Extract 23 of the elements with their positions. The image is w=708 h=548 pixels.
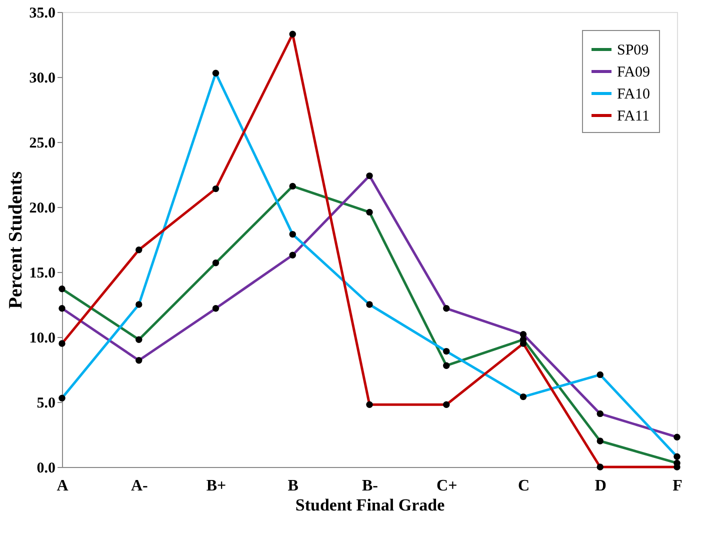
- y-tick-label: 30.0: [29, 70, 56, 86]
- y-axis-title: Percent Students: [5, 171, 26, 309]
- y-tick-label: 10.0: [29, 330, 56, 346]
- y-tick-label: 20.0: [29, 200, 56, 216]
- y-tick-label: 25.0: [29, 136, 56, 152]
- x-tick-label: D: [594, 478, 606, 494]
- legend-label: FA09: [617, 64, 650, 80]
- y-tick-label: 0.0: [36, 460, 56, 476]
- x-tick-label: B: [288, 478, 299, 494]
- x-tick-label: F: [672, 478, 683, 494]
- y-tick-label: 35.0: [29, 6, 56, 22]
- x-tick-label: C: [518, 478, 530, 494]
- x-axis-title: Student Final Grade: [295, 496, 446, 514]
- y-tick-label: 5.0: [36, 396, 56, 412]
- x-tick-label: C+: [436, 478, 458, 494]
- legend-label: FA11: [617, 108, 650, 124]
- x-tick-label: A: [56, 478, 69, 494]
- x-tick-label: A-: [130, 478, 148, 494]
- legend-label: SP09: [617, 42, 649, 58]
- y-tick-label: 15.0: [29, 266, 56, 282]
- x-tick-label: B-: [362, 478, 378, 494]
- x-tick-label: B+: [206, 478, 226, 494]
- legend-label: FA10: [617, 86, 650, 102]
